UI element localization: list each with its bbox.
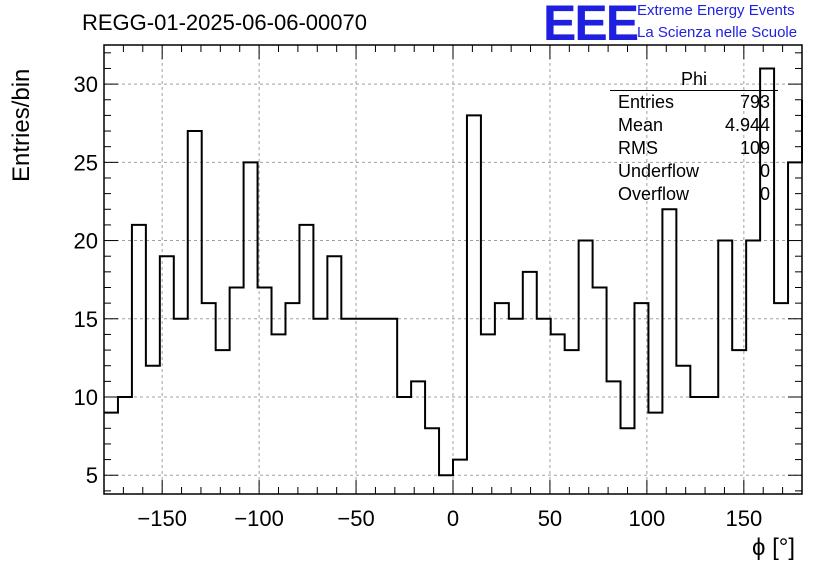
histogram-bin — [579, 241, 593, 494]
histogram-bin — [258, 287, 272, 494]
x-tick-label: 0 — [447, 506, 459, 531]
stats-key: Overflow — [618, 184, 690, 204]
axes — [103, 44, 803, 495]
histogram-bin — [411, 381, 425, 494]
histogram-bin — [607, 381, 621, 494]
stats-row-entries: Entries 793 — [610, 91, 778, 114]
x-tick-label: −150 — [137, 506, 187, 531]
logo-line-1: Extreme Energy Events — [637, 2, 795, 19]
y-tick-label: 20 — [74, 229, 98, 254]
stats-key: Mean — [618, 115, 664, 135]
histogram-bin — [565, 350, 579, 494]
stats-key: Underflow — [618, 161, 700, 181]
histogram-bin — [495, 303, 509, 494]
x-tick-label: 50 — [538, 506, 562, 531]
histogram-bin — [174, 319, 188, 494]
histogram-bin — [662, 209, 676, 494]
stats-value: 0 — [759, 161, 770, 181]
histogram-bin — [369, 319, 383, 494]
histogram-bin — [188, 131, 202, 494]
y-tick-label: 15 — [74, 307, 98, 332]
histogram-outline — [104, 67, 803, 477]
histogram-bin — [313, 319, 327, 494]
histogram-bin — [244, 162, 258, 494]
stats-value: 793 — [739, 92, 770, 112]
histogram-bin — [160, 256, 174, 494]
histogram-bin — [509, 319, 523, 494]
y-tick-label: 25 — [74, 150, 98, 175]
y-tick-label: 30 — [74, 72, 98, 97]
histogram-bin — [355, 319, 369, 494]
histogram-bin — [537, 319, 551, 494]
stats-box-name: Phi — [610, 68, 778, 91]
stats-key: Entries — [618, 92, 675, 112]
histogram-bin — [634, 303, 648, 494]
histogram-bin — [383, 319, 397, 494]
histogram-bars — [104, 67, 803, 494]
histogram-bin — [397, 397, 411, 494]
x-tick-labels: −150 −100 −50 0 50 100 150 — [137, 506, 762, 531]
stats-value: 109 — [739, 138, 770, 158]
histogram-bin — [272, 334, 286, 494]
stats-row-underflow: Underflow 0 — [610, 160, 778, 183]
x-axis-label: ϕ [°] — [752, 534, 796, 561]
stats-key: RMS — [618, 138, 658, 158]
histogram-bin — [676, 366, 690, 494]
histogram-bin — [104, 413, 118, 494]
histogram-bin — [593, 287, 607, 494]
histogram-bin — [718, 241, 732, 494]
histogram-bin — [202, 303, 216, 494]
histogram-bin — [216, 350, 230, 494]
histogram-bin — [146, 366, 160, 494]
histogram-bin — [621, 428, 635, 494]
histogram-bin — [481, 334, 495, 494]
histogram-bin — [467, 115, 481, 494]
histogram-bin — [551, 334, 565, 494]
histogram-bin — [648, 413, 662, 494]
stats-value: 4.944 — [724, 115, 770, 135]
histogram-bin — [704, 397, 718, 494]
histogram-bin — [118, 397, 132, 494]
eee-logo: EEE — [543, 0, 639, 51]
x-tick-label: 100 — [629, 506, 666, 531]
histogram-bin — [746, 241, 760, 494]
stats-row-rms: RMS 109 — [610, 137, 778, 160]
stats-row-overflow: Overflow 0 — [610, 183, 778, 206]
histogram-bin — [732, 350, 746, 494]
histogram-bin — [230, 287, 244, 494]
grid-lines — [104, 45, 802, 494]
histogram-bin — [774, 303, 788, 494]
histogram-bin — [132, 225, 146, 494]
histogram-bin — [299, 225, 313, 494]
x-tick-label: −50 — [337, 506, 374, 531]
stats-box: Phi Entries 793 Mean 4.944 RMS 109 Under… — [610, 68, 778, 206]
chart-title: REGG-01-2025-06-06-00070 — [82, 10, 367, 35]
histogram-bin — [690, 397, 704, 494]
y-axis-label: Entries/bin — [8, 68, 35, 182]
y-tick-label: 5 — [86, 463, 98, 488]
histogram-bin — [453, 460, 467, 494]
histogram-bin — [327, 256, 341, 494]
histogram-bin — [523, 272, 537, 494]
histogram-bin — [439, 475, 453, 494]
histogram-bin — [285, 303, 299, 494]
y-tick-labels: 5 10 15 20 25 30 — [74, 72, 98, 488]
logo-line-2: La Scienza nelle Scuole — [637, 24, 798, 41]
histogram-bin — [425, 428, 439, 494]
stats-row-mean: Mean 4.944 — [610, 114, 778, 137]
y-tick-label: 10 — [74, 385, 98, 410]
x-tick-label: −100 — [234, 506, 284, 531]
x-tick-label: 150 — [725, 506, 762, 531]
histogram-bin — [341, 319, 355, 494]
stats-value: 0 — [759, 184, 770, 204]
